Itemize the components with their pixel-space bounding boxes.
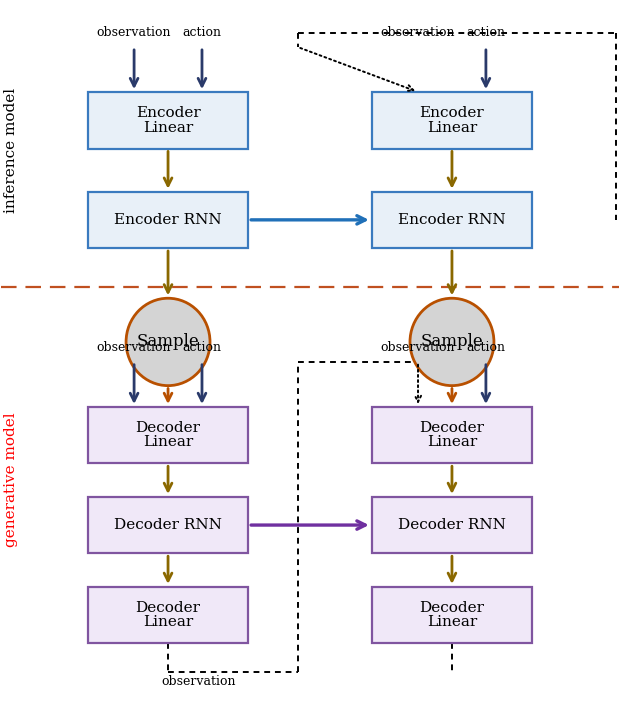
Text: Decoder: Decoder [420, 421, 484, 435]
Text: Linear: Linear [143, 435, 193, 450]
Text: observation: observation [97, 341, 171, 354]
Circle shape [410, 299, 494, 386]
Text: action: action [466, 341, 505, 354]
Text: Linear: Linear [143, 120, 193, 135]
FancyBboxPatch shape [88, 407, 248, 463]
Text: Decoder RNN: Decoder RNN [114, 518, 222, 532]
Text: action: action [182, 341, 221, 354]
Text: Decoder: Decoder [136, 421, 200, 435]
FancyBboxPatch shape [88, 192, 248, 248]
FancyBboxPatch shape [372, 92, 532, 148]
FancyBboxPatch shape [88, 497, 248, 553]
Text: generative model: generative model [4, 412, 17, 546]
Text: inference model: inference model [4, 88, 17, 213]
Text: Linear: Linear [143, 615, 193, 629]
Text: Encoder: Encoder [420, 106, 484, 120]
FancyBboxPatch shape [88, 586, 248, 643]
Text: observation: observation [381, 341, 455, 354]
Text: Encoder RNN: Encoder RNN [398, 213, 506, 227]
Text: Encoder RNN: Encoder RNN [114, 213, 222, 227]
Circle shape [126, 299, 210, 386]
Text: Sample: Sample [420, 334, 484, 350]
FancyBboxPatch shape [372, 586, 532, 643]
Text: Decoder: Decoder [420, 601, 484, 614]
FancyBboxPatch shape [372, 192, 532, 248]
Text: observation: observation [381, 26, 455, 39]
Text: observation: observation [162, 675, 236, 688]
Text: action: action [182, 26, 221, 39]
Text: action: action [466, 26, 505, 39]
Text: Linear: Linear [427, 435, 477, 450]
FancyBboxPatch shape [88, 92, 248, 148]
Text: Decoder RNN: Decoder RNN [398, 518, 506, 532]
Text: observation: observation [97, 26, 171, 39]
FancyBboxPatch shape [372, 497, 532, 553]
Text: Decoder: Decoder [136, 601, 200, 614]
Text: Linear: Linear [427, 615, 477, 629]
Text: Sample: Sample [136, 334, 200, 350]
Text: Encoder: Encoder [136, 106, 200, 120]
FancyBboxPatch shape [372, 407, 532, 463]
Text: Linear: Linear [427, 120, 477, 135]
